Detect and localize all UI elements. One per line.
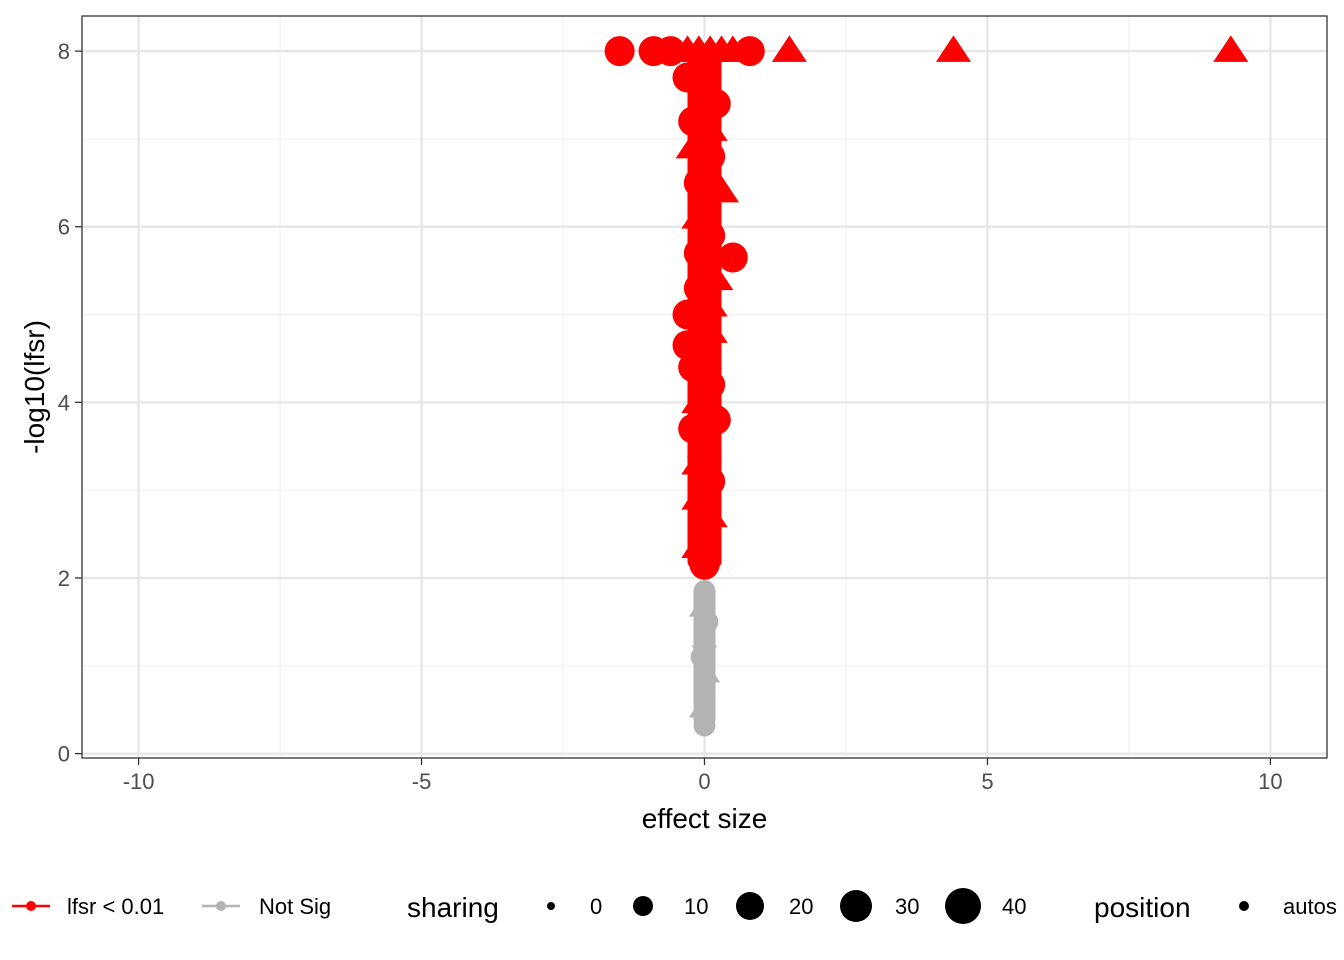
legend-sig-label: lfsr < 0.01 <box>67 894 164 919</box>
data-point-triangle <box>688 698 715 718</box>
legend-position-dot <box>1239 901 1249 911</box>
data-point-triangle <box>686 430 723 457</box>
y-tick-label: 6 <box>58 215 70 240</box>
data-point-triangle <box>691 627 718 648</box>
data-point-circle <box>693 681 716 704</box>
y-tick-label: 4 <box>58 390 70 415</box>
data-point-circle <box>693 580 716 603</box>
y-tick-label: 2 <box>58 566 70 591</box>
legend-size-40-label: 40 <box>1002 894 1026 919</box>
data-point-triangle <box>703 175 740 203</box>
data-point-triangle <box>694 662 721 683</box>
data-point-circle <box>683 167 714 198</box>
x-tick-label: 5 <box>981 769 993 794</box>
legend-size-30-label: 30 <box>895 894 919 919</box>
data-point-circle <box>672 62 703 93</box>
data-point-circle <box>604 36 635 67</box>
data-point-triangle <box>935 35 972 62</box>
data-point-circle <box>690 646 713 669</box>
y-axis-label: -log10(lfsr) <box>19 320 50 454</box>
data-point-circle <box>700 404 731 435</box>
data-point-circle <box>672 299 703 330</box>
legend-sig-dot <box>26 901 36 911</box>
data-point-circle <box>695 466 726 497</box>
legend-size-30-dot <box>840 890 872 922</box>
legend-sharing-title: sharing <box>407 892 499 923</box>
legend-notsig-label: Not Sig <box>259 894 331 919</box>
data-points <box>604 35 1249 737</box>
data-point-circle <box>734 36 765 67</box>
x-axis-label: effect size <box>642 803 768 834</box>
legend-position-title: position <box>1094 892 1191 923</box>
data-point-circle <box>696 610 719 633</box>
legend: lfsr < 0.01 Not Sig sharing 0 10 20 30 4… <box>12 888 1337 924</box>
legend-size-20-label: 20 <box>789 894 813 919</box>
data-point-circle <box>689 549 720 580</box>
legend-size-20-dot <box>736 892 764 920</box>
data-point-circle <box>678 413 709 444</box>
data-point-circle <box>695 369 726 400</box>
data-point-triangle <box>681 386 717 414</box>
x-tick-label: 0 <box>698 769 710 794</box>
legend-size-40-dot <box>945 888 981 924</box>
legend-sharing-items: 0 10 20 30 40 <box>547 888 1026 924</box>
y-tick-label: 0 <box>58 742 70 767</box>
legend-item-sig: lfsr < 0.01 <box>12 894 164 919</box>
data-point-circle <box>693 714 716 737</box>
data-point-circle <box>700 88 731 119</box>
data-point-circle <box>683 238 714 269</box>
data-point-triangle <box>771 35 807 62</box>
data-point-circle <box>695 141 726 172</box>
x-axis-ticks: -10 -5 0 5 10 <box>123 758 1283 794</box>
legend-size-0-dot <box>547 902 555 910</box>
y-tick-label: 8 <box>58 39 70 64</box>
legend-size-0-label: 0 <box>590 894 602 919</box>
legend-size-10-label: 10 <box>684 894 708 919</box>
legend-size-10-dot <box>633 896 653 916</box>
data-point-triangle <box>692 114 728 141</box>
x-tick-label: -5 <box>412 769 432 794</box>
y-axis-ticks: 0 2 4 6 8 <box>58 39 82 767</box>
legend-notsig-dot <box>216 901 226 911</box>
x-tick-label: 10 <box>1258 769 1282 794</box>
data-point-circle <box>683 273 714 304</box>
data-point-triangle <box>681 483 717 510</box>
x-tick-label: -10 <box>123 769 155 794</box>
data-point-circle <box>717 242 748 273</box>
legend-position-label: autos <box>1283 894 1337 919</box>
data-point-triangle <box>1213 35 1249 62</box>
data-point-triangle <box>692 316 728 343</box>
legend-item-notsig: Not Sig <box>202 894 331 919</box>
